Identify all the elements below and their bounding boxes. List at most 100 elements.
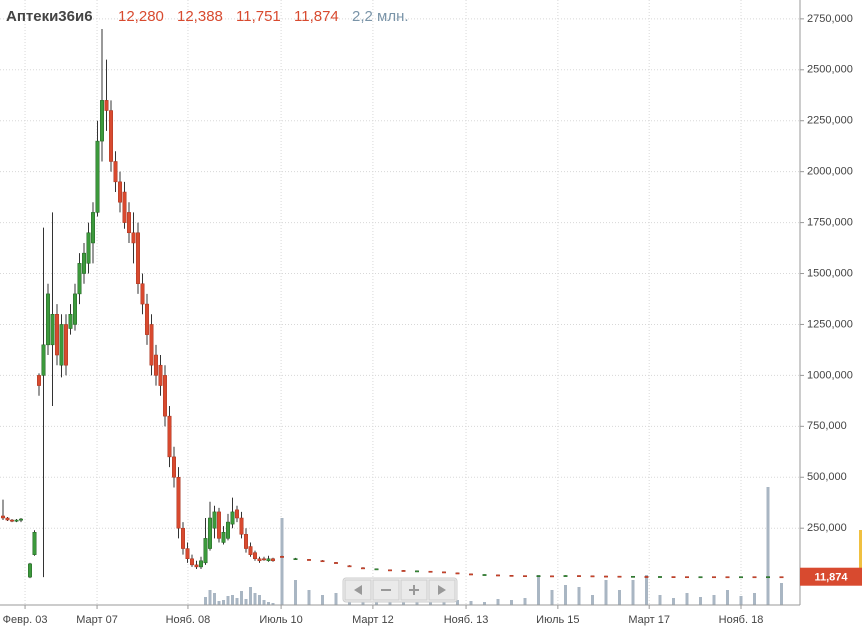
candle-body — [140, 283, 145, 305]
candle-body — [86, 232, 91, 264]
candle-body — [190, 558, 194, 566]
candle-body — [64, 324, 68, 366]
candle-body — [82, 252, 86, 274]
volume-bar — [258, 595, 261, 605]
y-tick-label: 2000,000 — [807, 166, 853, 178]
volume-bar — [244, 599, 248, 605]
candle-body — [149, 324, 154, 366]
axis-labels: 250,000 500,000 750,000 1000,000 1250,000 150… — [3, 13, 853, 626]
grid — [0, 0, 800, 605]
y-tick-label: 1000,000 — [807, 369, 853, 381]
volume-bar — [321, 595, 324, 605]
nav-left[interactable] — [344, 579, 372, 601]
candle-body — [779, 576, 784, 579]
candle-body — [5, 517, 10, 521]
last-price: 11,874 — [800, 567, 862, 586]
candle-body — [41, 344, 46, 376]
volume-bar — [699, 597, 702, 605]
volume-bar — [726, 590, 729, 605]
volume-bar — [442, 602, 446, 605]
candle-body — [253, 552, 257, 560]
candle-body — [523, 575, 527, 578]
ticker: Аптеки36и6 — [6, 8, 93, 25]
candle-body — [469, 573, 473, 576]
nav-zoom-out[interactable] — [372, 579, 400, 601]
candle-body — [208, 517, 212, 549]
candle-body — [194, 564, 199, 568]
candle-body — [136, 232, 140, 284]
candle-body — [577, 575, 581, 577]
candle-body — [181, 527, 185, 549]
candle-body — [320, 560, 325, 563]
candle-body — [46, 293, 50, 346]
candle-body — [347, 565, 352, 568]
y-tick-label: 1500,000 — [807, 267, 853, 279]
nav-right[interactable] — [428, 579, 456, 601]
candle-body — [122, 191, 127, 223]
candle-body — [658, 576, 662, 578]
candle-body — [203, 538, 208, 564]
x-tick-label: Март 17 — [628, 614, 670, 626]
candle-body — [28, 563, 32, 578]
x-tick-label: Март 12 — [352, 614, 394, 626]
x-tick-label: Март 07 — [76, 614, 118, 626]
candle-body — [158, 364, 163, 386]
candle-body — [127, 212, 131, 234]
volume-bar — [271, 603, 275, 605]
candle-body — [550, 575, 554, 578]
volume-bar — [739, 596, 743, 605]
candle-body — [221, 532, 226, 543]
candle-layer — [1, 29, 784, 579]
candle-body — [199, 560, 203, 568]
nav-zoom-in[interactable] — [400, 579, 428, 601]
last-price-label: 11,874 — [814, 572, 848, 584]
volume-bar — [307, 590, 311, 605]
volume-bar — [712, 595, 716, 605]
candle-body — [262, 558, 266, 561]
y-tick-label: 1750,000 — [807, 216, 853, 228]
x-tick-label: Июль 15 — [536, 614, 579, 626]
volume-bar — [537, 575, 540, 605]
candle-body — [77, 263, 82, 295]
volume-label: 2,2 млн. — [352, 8, 409, 25]
volume-bar — [249, 587, 252, 605]
candle-body — [644, 576, 649, 578]
candle-body — [257, 558, 262, 562]
low-label: 11,751 — [236, 8, 281, 25]
volume-bar — [204, 597, 207, 605]
candle-body — [685, 576, 689, 579]
candle-body — [37, 375, 41, 386]
x-tick-label: Нояб. 13 — [444, 614, 489, 626]
candle-body — [752, 576, 757, 579]
candle-body — [95, 140, 100, 213]
candle-body — [91, 212, 95, 244]
volume-bar — [240, 591, 243, 605]
y-tick-label: 250,000 — [807, 522, 847, 534]
volume-bar — [496, 599, 500, 605]
candle-body — [239, 517, 244, 535]
candle-body — [307, 559, 311, 561]
close-label: 11,874 — [294, 8, 339, 25]
volume-bar — [510, 600, 513, 605]
candle-body — [739, 576, 743, 579]
candle-body — [10, 519, 14, 522]
last-price-box — [800, 567, 862, 586]
candle-body — [374, 568, 379, 571]
volume-bar — [672, 598, 675, 605]
volume-bar — [685, 593, 689, 605]
volume-bar — [226, 596, 230, 605]
candle-body — [280, 556, 284, 558]
candle-body — [73, 293, 77, 325]
volume-bar — [483, 602, 486, 605]
candle-body — [455, 572, 460, 575]
candle-body — [68, 314, 73, 329]
candle-body — [671, 576, 676, 578]
candle-body — [19, 518, 23, 521]
volume-bar — [415, 601, 419, 605]
candle-body — [361, 567, 365, 570]
y-tick-label: 500,000 — [807, 471, 847, 483]
volume-bar — [604, 580, 608, 605]
volume-bar — [208, 590, 212, 605]
